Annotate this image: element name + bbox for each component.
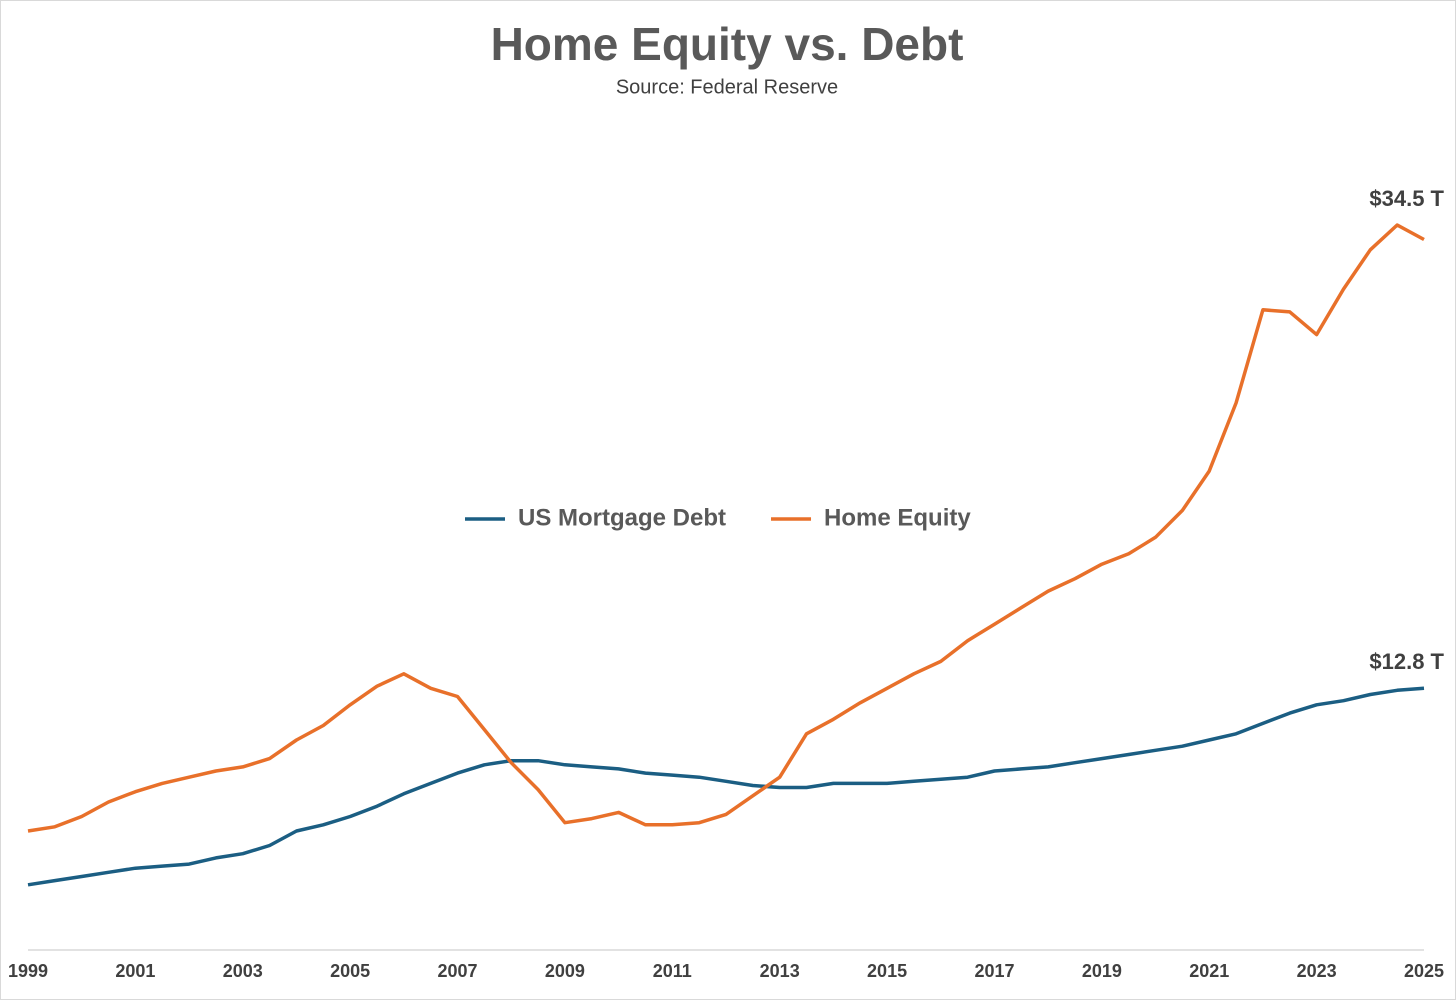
x-tick-label: 2019 [1082, 961, 1122, 981]
series-line [27, 223, 1425, 833]
x-tick-label: 2005 [330, 961, 370, 981]
x-tick-label: 2013 [760, 961, 800, 981]
value-label: $12.8 T [1369, 649, 1444, 674]
x-tick-label: 2007 [438, 961, 478, 981]
x-tick-label: 2011 [653, 961, 692, 981]
x-tick-label: 2009 [545, 961, 585, 981]
legend-label: US Mortgage Debt [518, 504, 726, 531]
chart-title: Home Equity vs. Debt [491, 18, 964, 70]
value-label: $34.5 T [1369, 186, 1444, 211]
legend-label: Home Equity [824, 504, 971, 531]
x-tick-label: 2015 [867, 961, 907, 981]
x-tick-label: 2001 [115, 961, 155, 981]
x-tick-label: 2023 [1297, 961, 1337, 981]
x-tick-label: 2021 [1189, 961, 1229, 981]
chart-subtitle: Source: Federal Reserve [616, 76, 838, 98]
x-tick-label: 2025 [1404, 961, 1444, 981]
series-line [27, 686, 1425, 887]
x-tick-label: 2003 [223, 961, 263, 981]
x-tick-label: 2017 [974, 961, 1014, 981]
x-tick-label: 1999 [8, 961, 48, 981]
